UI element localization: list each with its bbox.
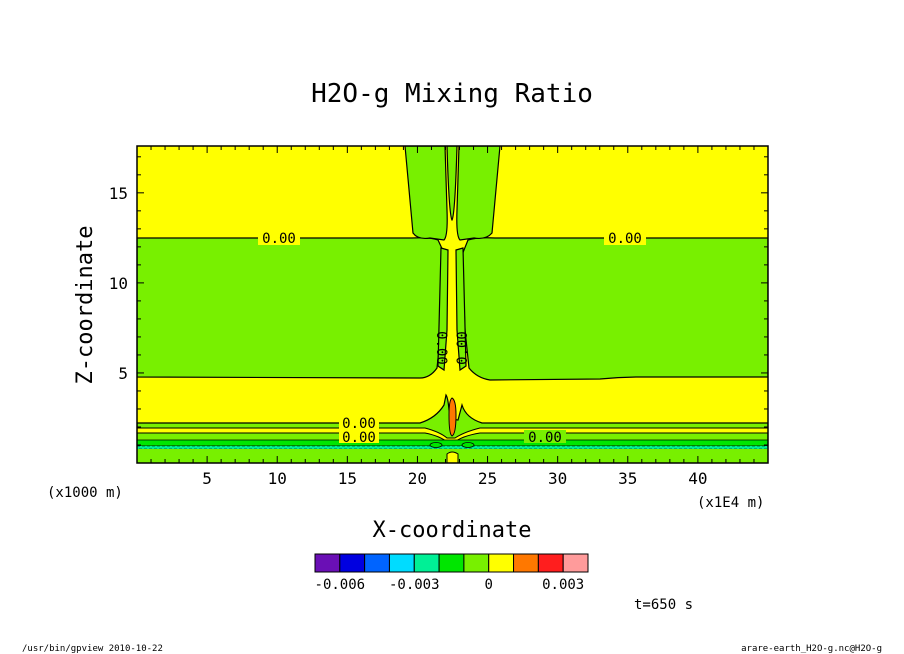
colorbar-swatch bbox=[463, 553, 490, 573]
colorbar-label: -0.006 bbox=[315, 577, 366, 593]
time-label: t=650 s bbox=[634, 597, 693, 613]
contour-label-bg-2 bbox=[604, 231, 646, 245]
colorbar-swatch bbox=[413, 553, 440, 573]
field-bottom-cell bbox=[446, 451, 459, 463]
colorbar-swatch bbox=[488, 553, 515, 573]
contour-label-5: 0.00 bbox=[528, 430, 562, 446]
x-axis: 5 10 15 20 25 30 35 40 bbox=[150, 146, 755, 488]
contour-label-bg-4 bbox=[339, 430, 379, 443]
contour-label-bg-5 bbox=[524, 430, 566, 443]
colorbar-label: 0.003 bbox=[542, 577, 584, 593]
contour-label-1: 0.00 bbox=[262, 231, 296, 247]
field-inner-strip-right bbox=[455, 247, 467, 372]
footer-right: arare-earth_H2O-g.nc@H2O-g bbox=[741, 644, 882, 654]
plot-frame bbox=[136, 145, 769, 464]
colorbar-label: -0.003 bbox=[389, 577, 440, 593]
x-tick-label: 30 bbox=[548, 469, 567, 488]
x-tick-label: 25 bbox=[478, 469, 497, 488]
field-cell-a bbox=[429, 442, 443, 448]
x-unit-right: (x1E4 m) bbox=[697, 495, 764, 511]
contour-label-3: 0.00 bbox=[342, 416, 376, 432]
field-cell-b bbox=[461, 442, 475, 448]
colorbar-labels: -0.006 -0.003 0 0.003 bbox=[315, 577, 585, 593]
y-tick-label: 5 bbox=[118, 364, 128, 383]
contour-label-2: 0.00 bbox=[608, 231, 642, 247]
x-tick-label: 20 bbox=[408, 469, 427, 488]
colorbar-swatch bbox=[438, 553, 465, 573]
y-tick-label: 15 bbox=[109, 184, 128, 203]
chart-title: H2O-g Mixing Ratio bbox=[311, 79, 593, 109]
colorbar-swatch bbox=[513, 553, 539, 573]
colorbar-swatch bbox=[364, 553, 390, 573]
colorbar-swatch bbox=[388, 553, 415, 573]
colorbar-swatch bbox=[339, 553, 366, 573]
contour-label-4: 0.00 bbox=[342, 430, 376, 446]
x-axis-title: X-coordinate bbox=[373, 518, 532, 543]
colorbar-label: 0 bbox=[485, 577, 493, 593]
footer-left: /usr/bin/gpview 2010-10-22 bbox=[22, 644, 163, 654]
field-column-core bbox=[446, 146, 458, 222]
y-axis: 5 10 15 bbox=[109, 156, 768, 446]
contour-label-7: 0.00 bbox=[455, 331, 471, 365]
x-tick-label: 5 bbox=[202, 469, 212, 488]
x-tick-label: 10 bbox=[268, 469, 287, 488]
colorbar-swatch bbox=[537, 553, 564, 573]
x-unit-left: (x1000 m) bbox=[47, 485, 123, 501]
contour-label-bg-3 bbox=[339, 416, 379, 429]
contour-labels: 0.00 0.00 0.00 0.00 0.00 0.00 0.00 bbox=[258, 231, 646, 446]
field-maximum bbox=[448, 397, 457, 437]
x-tick-label: 15 bbox=[338, 469, 357, 488]
x-tick-label: 40 bbox=[688, 469, 707, 488]
field-inner-strip-left bbox=[437, 247, 449, 372]
y-axis-title: Z-coordinate bbox=[73, 226, 98, 385]
colorbar bbox=[314, 553, 589, 573]
field-thin-band-2 bbox=[137, 439, 768, 447]
field-thin-band-3 bbox=[137, 445, 768, 450]
field-column-upper bbox=[404, 146, 501, 241]
colorbar-swatch bbox=[562, 553, 589, 573]
field-thin-band-1 bbox=[137, 427, 768, 443]
contour-label-bg-1 bbox=[258, 231, 300, 245]
x-tick-label: 35 bbox=[618, 469, 637, 488]
y-tick-label: 10 bbox=[109, 274, 128, 293]
contour-label-6: 0.00 bbox=[433, 331, 449, 365]
colorbar-swatch bbox=[314, 553, 341, 573]
contour-field bbox=[137, 146, 768, 463]
